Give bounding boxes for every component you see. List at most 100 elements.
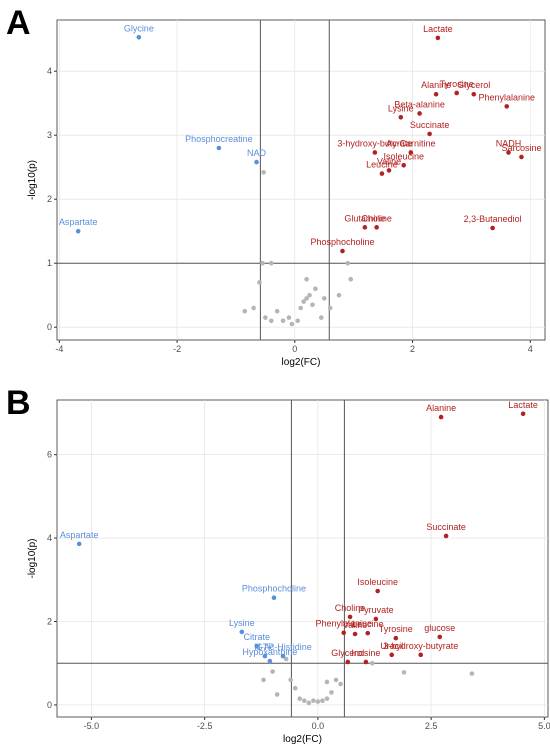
data-point xyxy=(504,104,510,109)
data-point xyxy=(389,652,395,658)
data-point xyxy=(295,318,301,324)
point-label: Isoleucine xyxy=(383,151,424,161)
data-point xyxy=(373,616,379,622)
point-label: Beta-alanine xyxy=(394,99,445,109)
data-point xyxy=(398,114,404,120)
data-point xyxy=(408,150,414,155)
data-point xyxy=(268,318,274,324)
plot-background xyxy=(56,19,546,341)
point-label: Hypoxanthine xyxy=(242,647,297,657)
point-label: Glycine xyxy=(124,23,154,33)
point-label: Inosine xyxy=(351,648,380,658)
point-label: Succinate xyxy=(426,522,466,532)
data-point xyxy=(261,170,266,175)
data-point xyxy=(329,690,334,695)
point-label: Tyrosine xyxy=(440,79,474,89)
x-tick-label: 2.5 xyxy=(425,721,438,731)
point-label: Lysine xyxy=(229,618,255,628)
x-tick-label: 5.0 xyxy=(538,721,550,731)
data-point xyxy=(443,533,449,539)
point-label: Aspartate xyxy=(59,217,98,227)
data-point xyxy=(307,292,312,298)
data-point xyxy=(262,653,268,659)
x-tick-label: 0.0 xyxy=(312,721,325,731)
point-label: Isoleucine xyxy=(357,577,398,587)
data-point xyxy=(418,652,424,658)
data-point xyxy=(261,677,266,683)
data-point xyxy=(347,614,353,620)
point-label: Ac-Carnitine xyxy=(386,138,436,148)
point-label: Alanine xyxy=(426,403,456,413)
y-tick-label: 0 xyxy=(47,322,52,332)
data-point xyxy=(348,276,354,282)
point-label: Phenylalanine xyxy=(315,619,372,629)
point-label: Tyrosine xyxy=(379,624,413,634)
data-point xyxy=(374,225,379,230)
y-tick-label: 4 xyxy=(47,533,52,543)
point-label: NAD xyxy=(247,148,267,158)
data-point xyxy=(345,260,351,266)
point-label: Phenylalanine xyxy=(478,92,535,102)
data-point xyxy=(292,685,298,691)
data-point xyxy=(297,696,303,701)
data-point xyxy=(254,643,260,649)
x-axis-label: log2(FC) xyxy=(282,357,321,368)
data-point xyxy=(336,292,342,298)
data-point xyxy=(254,159,259,165)
data-point xyxy=(321,296,327,301)
y-tick-label: 1 xyxy=(47,258,52,268)
data-point xyxy=(251,305,256,311)
point-label: Leucine xyxy=(366,160,398,170)
data-point xyxy=(239,629,245,635)
data-point xyxy=(302,698,307,704)
data-point xyxy=(75,228,81,234)
data-point xyxy=(310,302,315,308)
data-point xyxy=(372,150,378,155)
data-point xyxy=(469,671,475,676)
data-point xyxy=(338,681,343,687)
data-point xyxy=(375,588,380,594)
point-label: Leucine xyxy=(352,619,384,629)
panel-label: A xyxy=(6,4,31,42)
data-point xyxy=(136,34,142,40)
data-point xyxy=(324,696,330,701)
point-label: Uracil xyxy=(380,641,403,651)
point-label: Pyruvate xyxy=(358,605,394,615)
data-point xyxy=(283,656,289,662)
data-point xyxy=(386,168,392,173)
y-tick-label: 2 xyxy=(47,616,52,626)
point-label: Succinate xyxy=(410,120,450,130)
point-label: 3-hydroxy-butyrate xyxy=(337,138,412,148)
data-point xyxy=(242,308,248,314)
data-point xyxy=(301,299,306,304)
data-point xyxy=(304,276,309,282)
data-point xyxy=(401,670,407,675)
data-point xyxy=(267,658,273,664)
data-point xyxy=(280,318,286,324)
point-label: Choline xyxy=(335,603,366,613)
data-point xyxy=(320,698,325,704)
data-point xyxy=(319,315,324,320)
data-point xyxy=(345,659,351,665)
data-point xyxy=(257,280,262,285)
data-point xyxy=(365,630,371,636)
data-point xyxy=(313,286,318,292)
y-axis-label: -log10(p) xyxy=(27,160,38,200)
data-point xyxy=(352,631,358,637)
data-point xyxy=(216,145,222,151)
data-point xyxy=(311,698,316,704)
data-point xyxy=(315,699,321,704)
data-point xyxy=(519,154,524,160)
data-point xyxy=(435,35,441,41)
data-point xyxy=(274,308,280,314)
data-point xyxy=(401,162,407,168)
point-label: Glycerol xyxy=(457,80,490,90)
point-label: GTP xyxy=(256,642,275,652)
data-point xyxy=(490,225,495,231)
data-point xyxy=(76,541,82,547)
data-point xyxy=(260,260,265,266)
data-point xyxy=(437,634,443,640)
data-point xyxy=(263,315,268,320)
y-tick-label: 6 xyxy=(47,450,52,460)
